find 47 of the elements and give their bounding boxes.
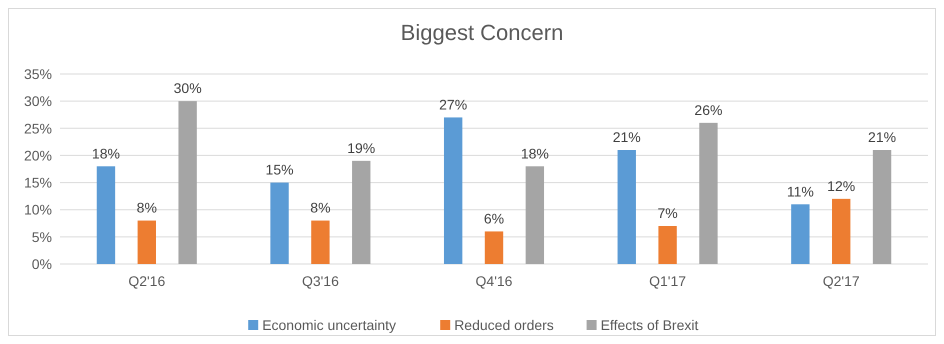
y-tick-label: 30% [24, 93, 52, 110]
data-label: 8% [310, 200, 331, 216]
data-label: 12% [827, 178, 856, 194]
data-label: 19% [347, 140, 376, 156]
x-tick-label: Q4'16 [476, 273, 513, 289]
bar [791, 204, 810, 264]
bar [526, 166, 544, 264]
legend-label: Reduced orders [454, 317, 554, 333]
chart-title: Biggest Concern [400, 20, 564, 45]
bar [311, 220, 330, 264]
data-label: 6% [484, 210, 504, 226]
y-tick-label: 0% [32, 256, 52, 272]
y-tick-label: 35% [24, 66, 52, 82]
data-label: 30% [174, 80, 202, 96]
x-tick-label: Q3'16 [302, 273, 340, 289]
data-label: 11% [786, 183, 814, 200]
y-tick-label: 10% [24, 202, 52, 218]
bar [658, 226, 677, 264]
bar [832, 198, 850, 264]
legend-label: Effects of Brexit [600, 317, 698, 333]
bar [270, 182, 289, 264]
y-tick-label: 20% [24, 147, 52, 164]
data-label: 21% [612, 129, 641, 145]
bar [96, 166, 116, 264]
data-label: 18% [520, 145, 549, 162]
y-tick-label: 5% [32, 228, 52, 245]
bar [699, 122, 718, 264]
x-tick-label: Q2'17 [822, 273, 860, 289]
data-label: 27% [439, 96, 468, 112]
data-label: 18% [92, 145, 120, 162]
data-label: 21% [868, 129, 896, 145]
y-tick-label: 25% [24, 120, 52, 136]
y-tick-label: 15% [24, 174, 52, 191]
bar [178, 101, 197, 264]
data-label: 7% [657, 205, 678, 221]
bar [138, 220, 156, 264]
x-tick-label: Q1'17 [649, 273, 686, 289]
bar [352, 160, 370, 264]
x-tick-label: Q2'16 [128, 273, 166, 289]
data-label: 15% [266, 162, 294, 178]
bar [872, 150, 892, 264]
bar [618, 150, 636, 264]
data-label: 26% [694, 102, 722, 118]
legend-label: Economic uncertainty [262, 317, 396, 333]
data-label: 8% [136, 200, 157, 216]
bar [444, 117, 462, 264]
bar [484, 231, 504, 264]
